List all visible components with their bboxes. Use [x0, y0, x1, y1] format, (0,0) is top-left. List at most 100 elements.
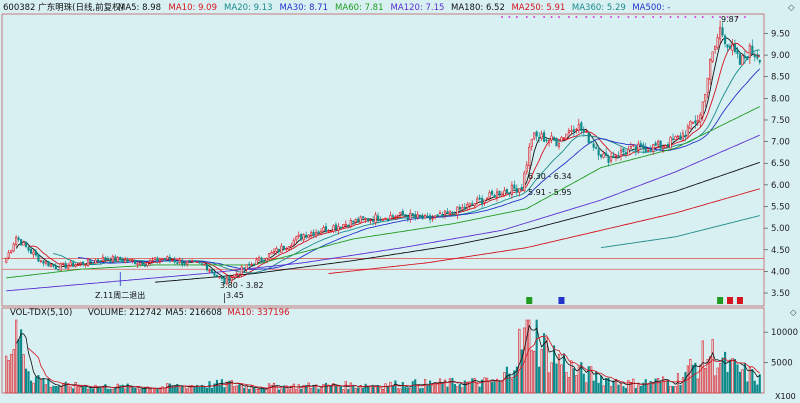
candle — [446, 207, 449, 214]
volume-bar — [733, 358, 737, 394]
candle — [543, 129, 546, 143]
candle — [711, 51, 714, 64]
legend-item: MA60: 7.81 — [335, 3, 383, 13]
volume-bar — [367, 386, 370, 394]
signal-dot — [585, 16, 588, 18]
signal-dot — [743, 16, 746, 18]
candle — [550, 132, 553, 144]
volume-bar — [327, 384, 330, 394]
candle — [585, 128, 588, 133]
candle — [47, 260, 50, 267]
volume-bar — [302, 384, 305, 394]
price-tick-label: 7.00 — [771, 138, 790, 148]
candle — [156, 256, 159, 264]
volume-bar — [69, 386, 72, 394]
candles — [5, 20, 761, 286]
candle — [17, 235, 20, 242]
candle — [642, 141, 645, 154]
chart-frame — [1, 13, 765, 394]
signal-dot — [701, 16, 704, 18]
volume-bar — [322, 384, 325, 394]
candle — [463, 202, 466, 211]
candle — [101, 254, 104, 262]
price-tick-label: 8.00 — [771, 94, 790, 104]
signal-dot — [736, 16, 739, 18]
candle — [523, 170, 526, 193]
candle — [376, 212, 380, 224]
volume-bar — [557, 354, 561, 394]
candle — [129, 259, 132, 262]
candle — [32, 249, 35, 258]
candle — [37, 254, 40, 263]
candle — [657, 139, 660, 149]
volume-bar — [711, 339, 714, 394]
candle — [109, 257, 112, 263]
candle — [225, 276, 228, 286]
signal-dot — [652, 16, 655, 18]
collapse-icon[interactable]: ◇ — [788, 3, 795, 13]
candle — [483, 199, 486, 206]
volume-title: VOL-TDX(5,10) — [10, 308, 72, 318]
candle — [213, 271, 216, 279]
volume-bar — [22, 354, 25, 394]
candle — [607, 154, 610, 167]
candle — [332, 224, 335, 234]
volume-bar — [141, 388, 144, 394]
signal-dot — [533, 16, 536, 18]
volume-bar — [77, 385, 80, 394]
volume-bar — [548, 372, 551, 394]
volume-bar — [255, 388, 258, 394]
candle — [401, 208, 404, 216]
volume-bar — [82, 386, 85, 394]
candle — [322, 225, 325, 232]
volume-bar — [468, 381, 471, 394]
volume-bar — [409, 388, 412, 394]
volume-bar — [731, 358, 734, 394]
volume-bar — [292, 383, 295, 394]
volume-bar — [592, 380, 595, 394]
volume-bar — [639, 385, 642, 394]
settings-icon[interactable]: ◇ — [790, 308, 797, 318]
legend-item: MA500: - — [632, 3, 670, 13]
volume-bar — [146, 386, 149, 394]
candle — [344, 220, 347, 228]
candle — [493, 193, 496, 198]
volume-bar — [399, 388, 402, 394]
candle — [134, 259, 137, 265]
note-label: Z.11周二退出 — [95, 290, 145, 300]
volume-bar — [721, 357, 724, 394]
volume-bar — [238, 384, 241, 394]
candle — [503, 186, 506, 197]
candle — [243, 267, 246, 272]
candle — [714, 45, 717, 54]
candle — [240, 264, 243, 278]
candle — [74, 263, 77, 268]
ma-legend: MA5: 8.98 MA10: 9.09 MA20: 9.13 MA30: 8.71 M… — [118, 3, 670, 13]
volume-bar — [386, 386, 390, 394]
candle — [555, 137, 558, 147]
volume-bar — [359, 385, 362, 394]
volume-bar — [461, 387, 464, 394]
volume-bar — [253, 387, 256, 394]
candle — [582, 126, 585, 137]
volume-bar — [691, 364, 694, 394]
candle — [674, 135, 677, 142]
volume-bar — [20, 329, 23, 394]
candle — [29, 246, 33, 254]
volume-bar — [575, 375, 578, 394]
volume-bar — [54, 385, 57, 394]
candle — [168, 254, 171, 263]
range-label-3: 5.91 - 5.95 — [528, 188, 572, 197]
candle — [359, 215, 362, 224]
volume-bar — [161, 386, 164, 394]
ma-line-ma5 — [15, 37, 760, 281]
candle — [248, 261, 251, 267]
candle — [619, 146, 623, 161]
volume-bar — [634, 388, 637, 394]
candle — [560, 135, 563, 142]
range-label-2: 6.30 - 6.34 — [528, 172, 572, 181]
legend-item: MA10: 9.09 — [169, 3, 217, 13]
candle — [436, 214, 439, 217]
candle — [709, 58, 712, 86]
